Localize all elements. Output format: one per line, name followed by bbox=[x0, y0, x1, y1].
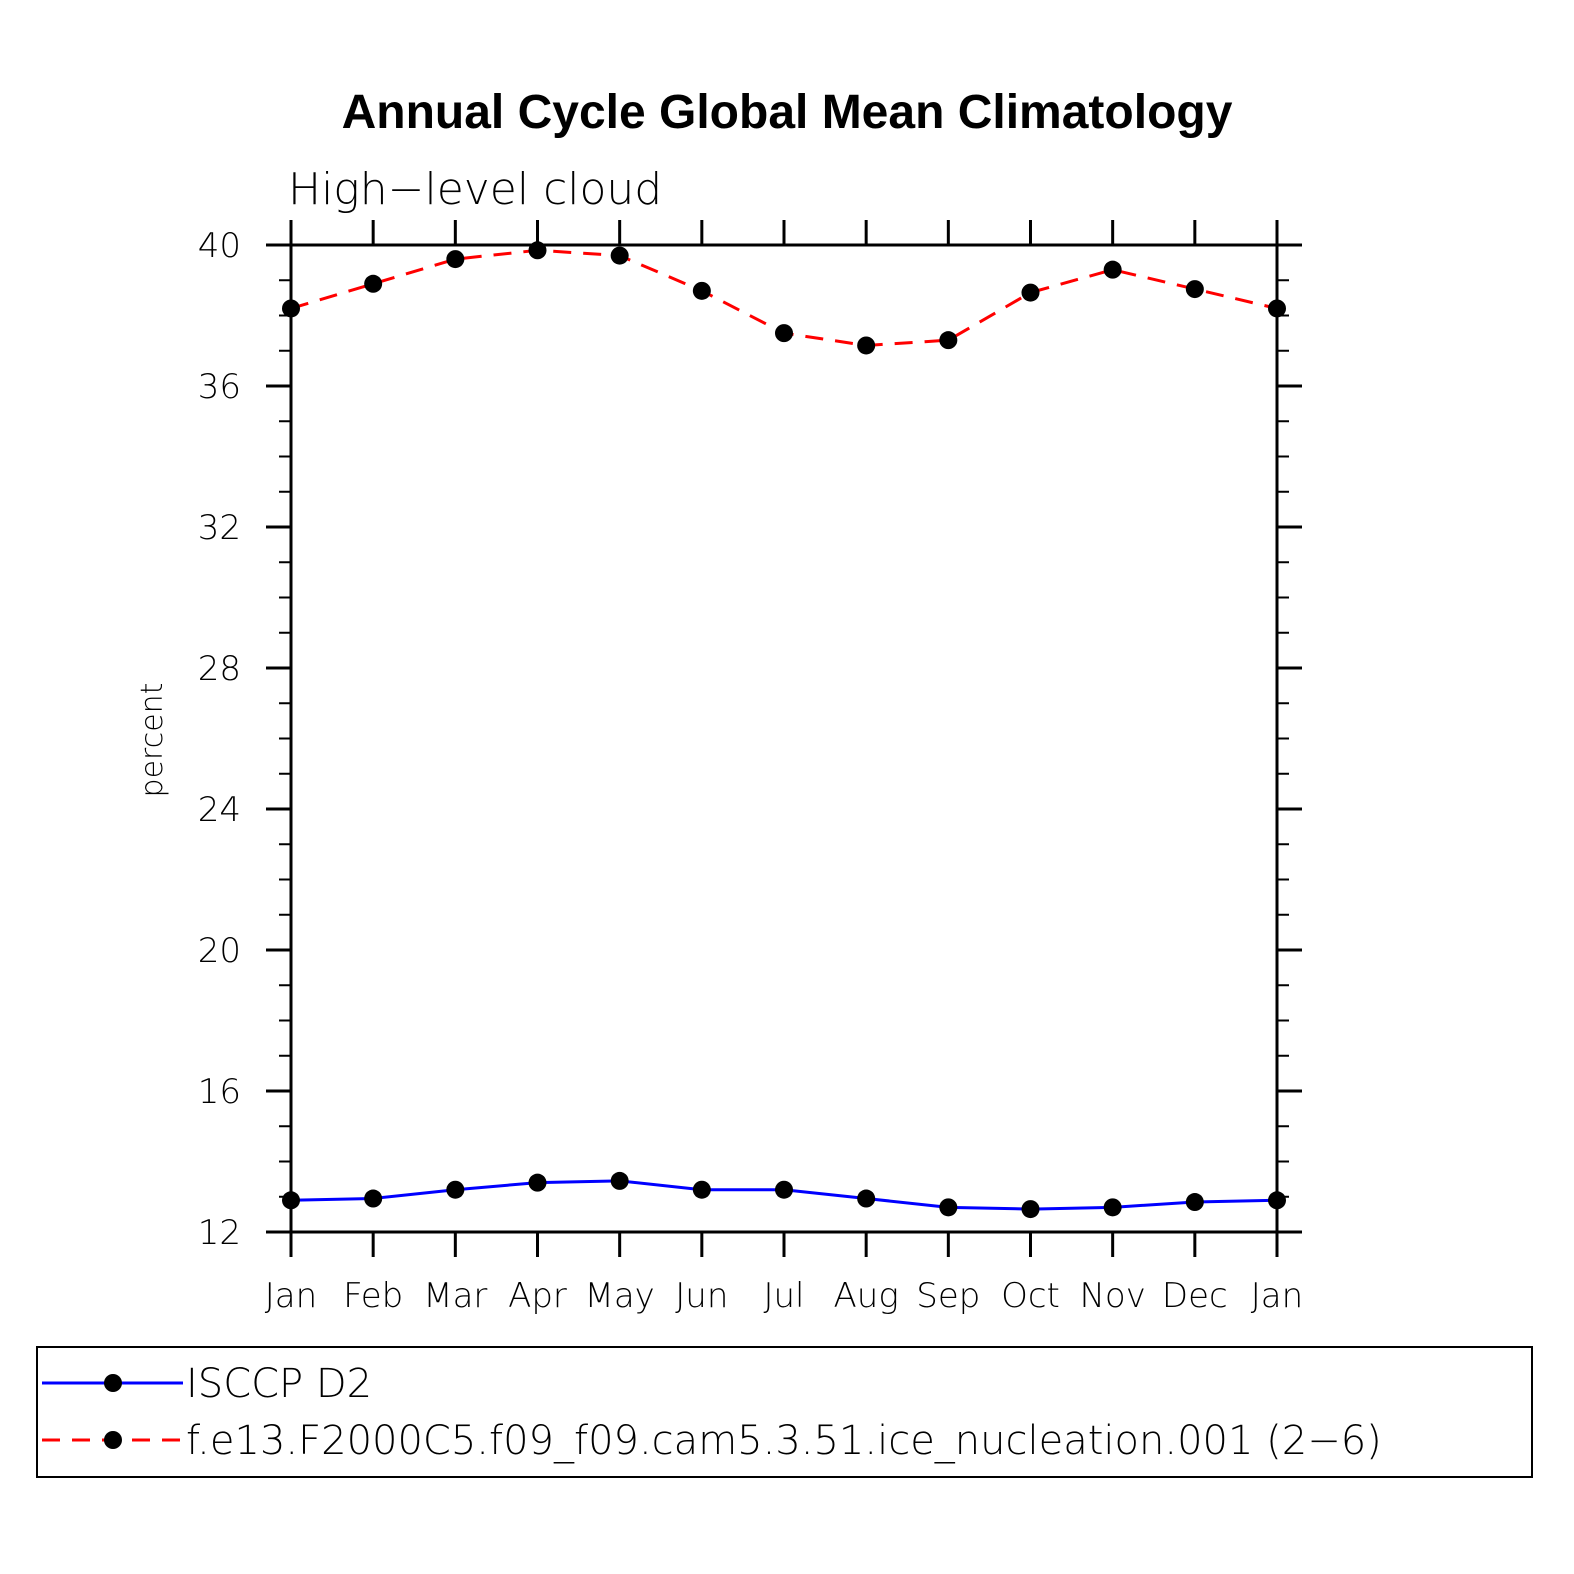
legend-marker-0 bbox=[104, 1374, 122, 1392]
series-1-point bbox=[1185, 280, 1204, 299]
series-0-point bbox=[1185, 1193, 1204, 1212]
x-tick-label: Aug bbox=[834, 1276, 899, 1316]
series-0-point bbox=[692, 1180, 711, 1199]
y-tick-label: 40 bbox=[198, 226, 241, 266]
legend-label-1: f.e13.F2000C5.f09_f09.cam5.3.51.ice_nucl… bbox=[186, 1418, 1382, 1464]
series-1-point bbox=[692, 281, 711, 300]
series-1-point bbox=[939, 331, 958, 350]
series-1-point bbox=[857, 336, 876, 355]
y-tick-label: 36 bbox=[198, 367, 241, 407]
x-tick-label: May bbox=[585, 1276, 655, 1316]
series-0-point bbox=[1103, 1198, 1122, 1217]
series-0-point bbox=[857, 1189, 876, 1208]
legend-label-0: ISCCP D2 bbox=[186, 1361, 372, 1407]
legend-marker-1 bbox=[104, 1431, 122, 1449]
chart-subtitle: High−level cloud bbox=[288, 164, 662, 215]
series-0-point bbox=[939, 1198, 958, 1217]
series-0-point bbox=[775, 1180, 793, 1199]
series-1-point bbox=[1103, 260, 1122, 279]
series-1-point bbox=[775, 324, 793, 343]
series-0-point bbox=[282, 1191, 300, 1210]
series-0-point bbox=[364, 1189, 383, 1208]
x-tick-label: Oct bbox=[1001, 1276, 1060, 1316]
series-0-point bbox=[446, 1180, 465, 1199]
series-1-point bbox=[528, 241, 547, 260]
y-tick-label: 16 bbox=[198, 1072, 241, 1112]
x-tick-label: Apr bbox=[508, 1276, 567, 1316]
series-1-point bbox=[364, 274, 383, 293]
y-axis-label: percent bbox=[135, 683, 170, 798]
x-tick-label: Jun bbox=[675, 1276, 728, 1316]
x-tick-label: Jul bbox=[763, 1276, 804, 1316]
x-axis-ticks: Jan Feb Mar Apr May Jun Jul Aug Sep Oct Nov Dec Jan bbox=[265, 220, 1303, 1316]
x-tick-label: Jan bbox=[1251, 1276, 1303, 1316]
x-tick-label: Mar bbox=[423, 1276, 487, 1316]
series-layer bbox=[282, 241, 1286, 1219]
y-axis-ticks: 40 36 32 28 24 20 16 12 bbox=[198, 226, 1302, 1253]
x-tick-label: Feb bbox=[343, 1276, 403, 1316]
series-1-point bbox=[610, 246, 629, 265]
series-0-point bbox=[528, 1173, 547, 1192]
y-tick-label: 24 bbox=[198, 790, 241, 830]
series-0-point bbox=[1268, 1191, 1286, 1210]
series-1-point bbox=[1021, 283, 1040, 302]
legend-box bbox=[36, 1346, 1533, 1478]
y-tick-label: 32 bbox=[198, 508, 241, 548]
series-1-point bbox=[282, 299, 300, 318]
x-tick-label: Jan bbox=[265, 1276, 317, 1316]
chart-title: Annual Cycle Global Mean Climatology bbox=[342, 86, 1233, 139]
y-tick-label: 28 bbox=[198, 649, 241, 689]
series-0-point bbox=[1021, 1200, 1040, 1219]
x-tick-label: Sep bbox=[916, 1276, 980, 1316]
legend: ISCCP D2 f.e13.F2000C5.f09_f09.cam5.3.51.… bbox=[36, 1346, 1533, 1478]
plot-frame bbox=[289, 243, 1279, 1234]
y-tick-label: 20 bbox=[198, 931, 241, 971]
x-tick-label: Dec bbox=[1162, 1276, 1228, 1316]
y-tick-label: 12 bbox=[198, 1213, 241, 1253]
series-1-point bbox=[1268, 299, 1286, 318]
series-0-point bbox=[610, 1171, 629, 1190]
series-1-point bbox=[446, 250, 465, 269]
x-tick-label: Nov bbox=[1079, 1276, 1145, 1316]
